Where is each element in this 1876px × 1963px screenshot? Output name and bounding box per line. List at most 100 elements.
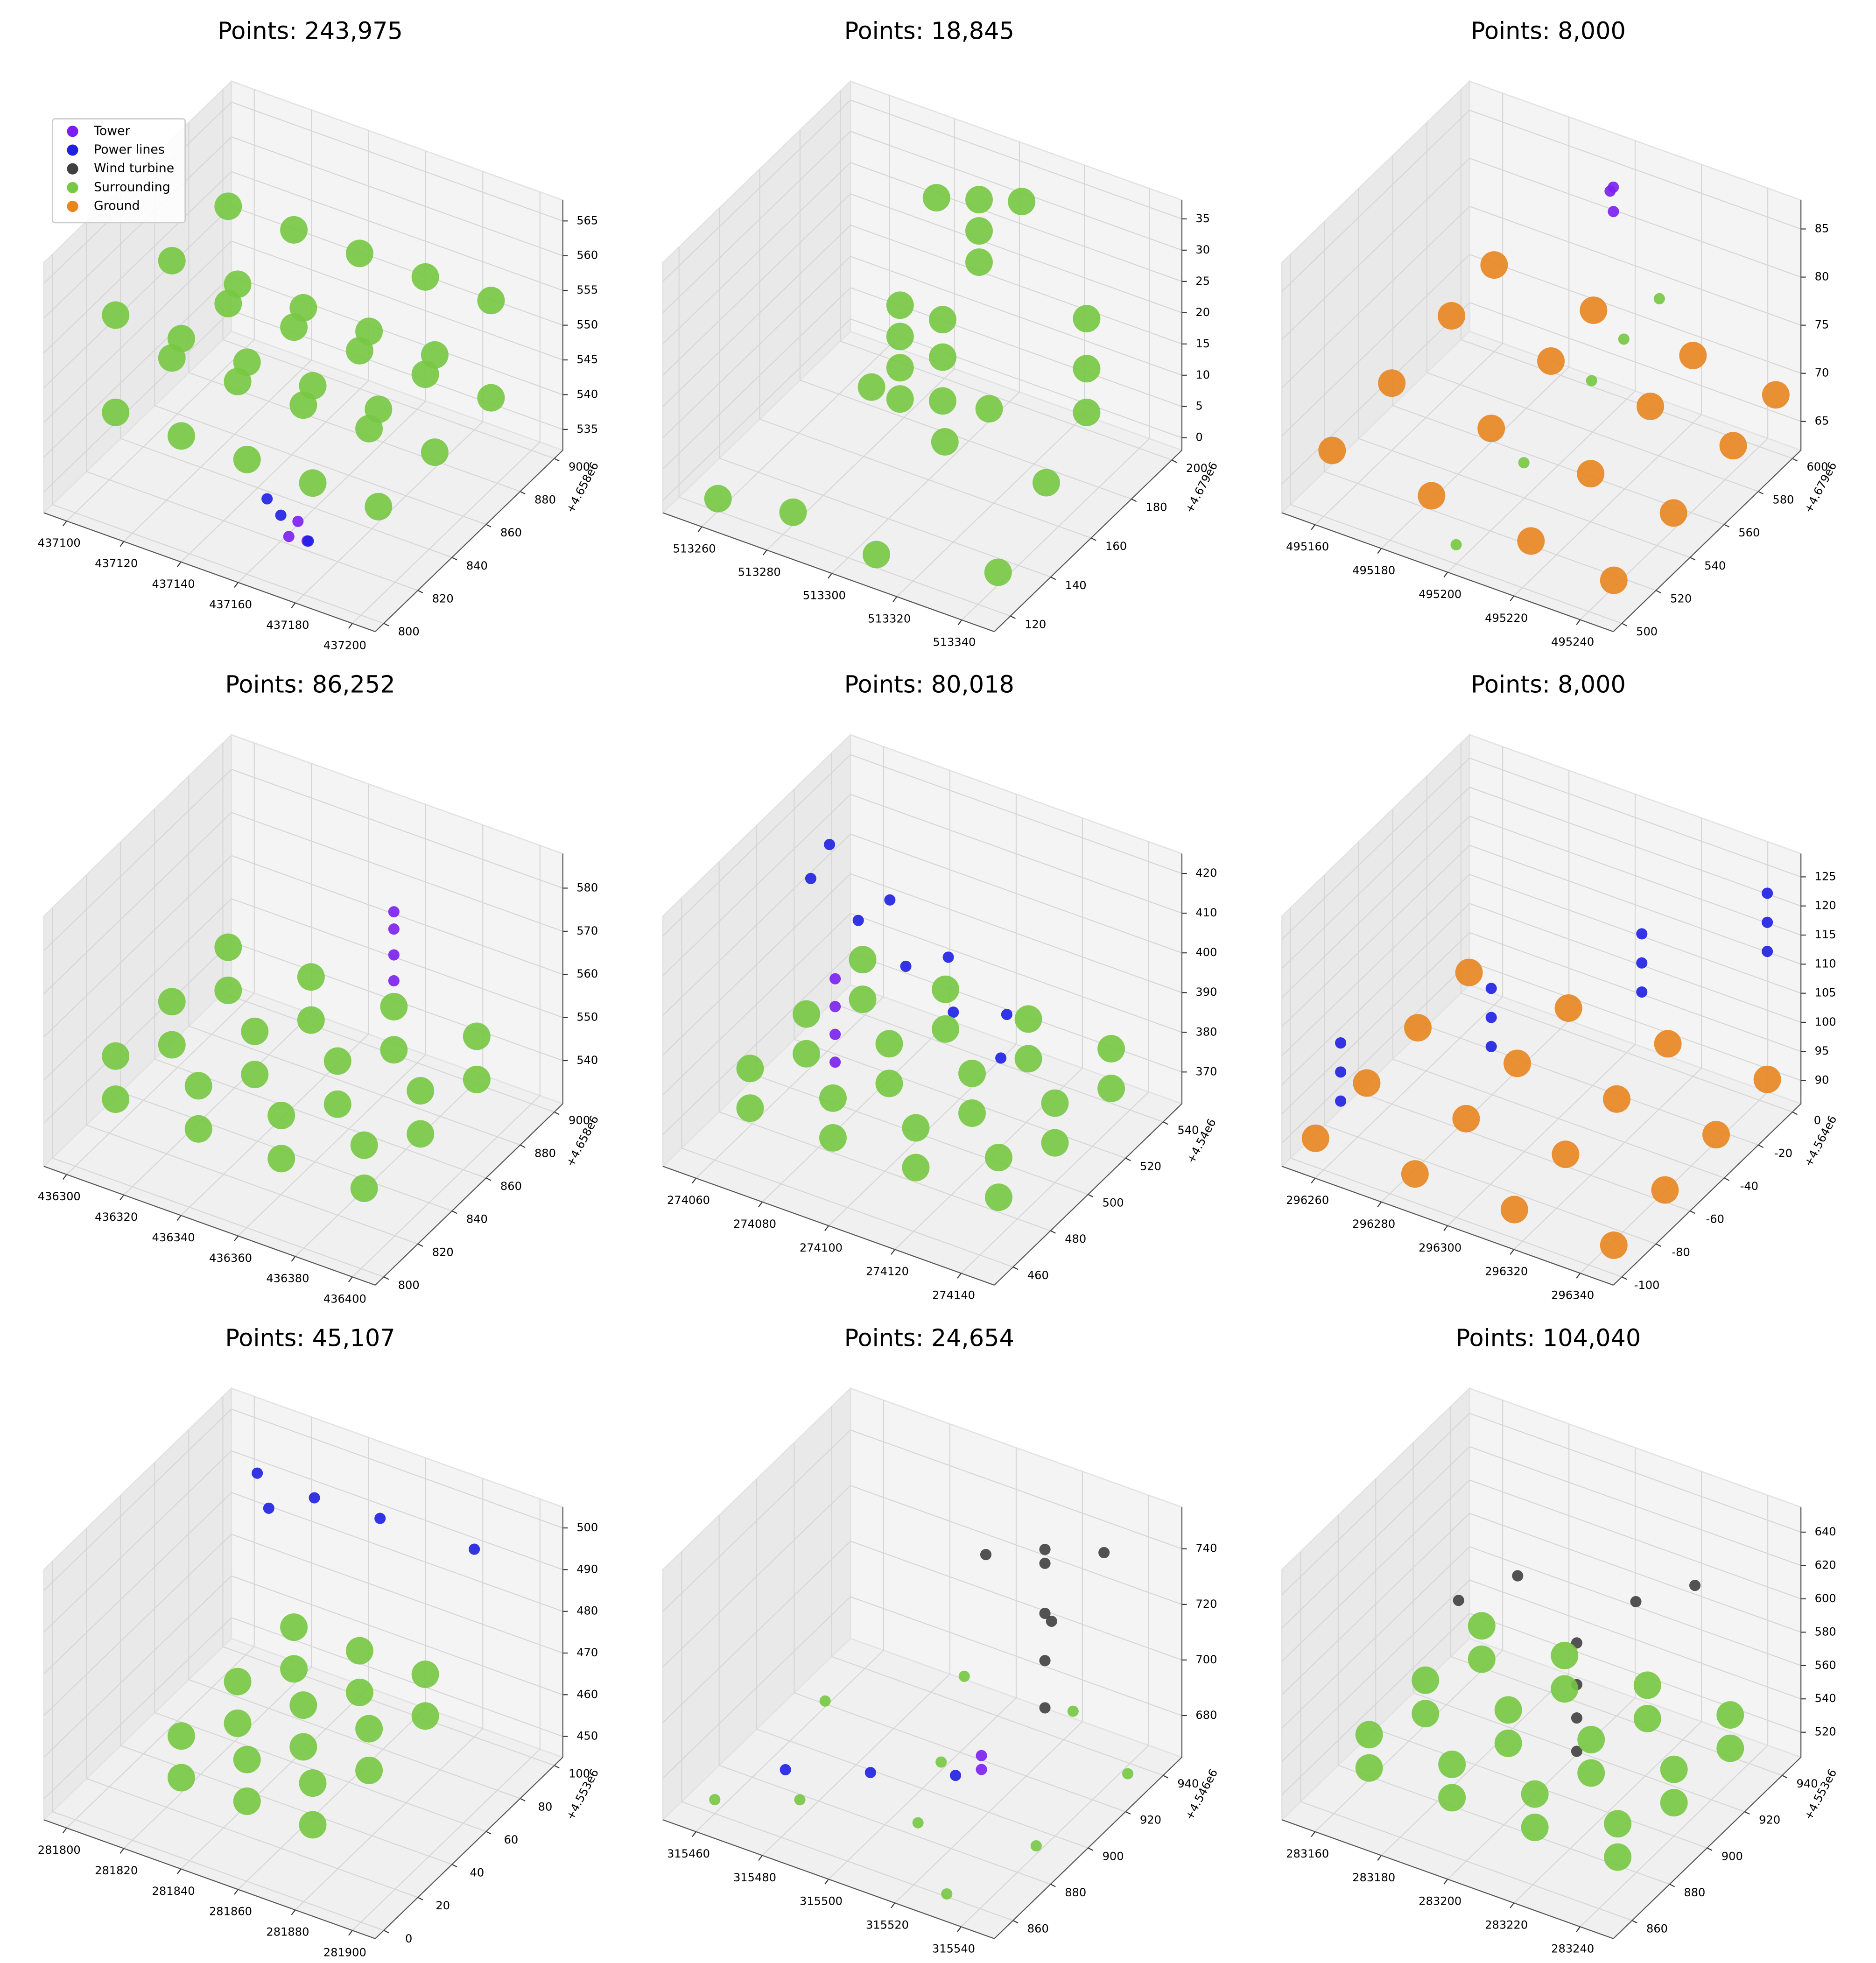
point xyxy=(1679,342,1707,370)
tick-mark xyxy=(520,1798,526,1801)
tick-mark xyxy=(1311,524,1316,530)
point xyxy=(299,1811,327,1839)
y-axis-line xyxy=(375,1103,563,1286)
grid-line xyxy=(1513,414,1702,597)
grid-line xyxy=(1469,961,1801,1081)
point xyxy=(1335,1037,1347,1049)
grid-line xyxy=(1281,961,1470,1144)
grid-line xyxy=(1281,302,1470,485)
grid-line xyxy=(1281,932,1470,1114)
grid-line xyxy=(1469,1446,1801,1566)
point xyxy=(976,1750,987,1761)
point xyxy=(158,1031,186,1059)
z-tick-label: 370 xyxy=(1195,1065,1217,1078)
tick-mark xyxy=(1622,1276,1627,1280)
grid-line xyxy=(231,1450,563,1570)
grid-line xyxy=(1324,471,1656,591)
z-tick-label: 560 xyxy=(1815,1659,1836,1672)
grid-line xyxy=(1281,158,1470,340)
point xyxy=(1378,369,1406,397)
z-tick-label: 90 xyxy=(1815,1074,1829,1087)
point xyxy=(289,1691,317,1719)
grid-line xyxy=(123,359,312,542)
grid-line xyxy=(662,1429,851,1612)
point xyxy=(1653,293,1665,304)
point xyxy=(167,422,195,450)
point xyxy=(1636,928,1648,940)
y-tick-label: 480 xyxy=(1065,1232,1086,1245)
point xyxy=(1301,1124,1329,1152)
grid-line xyxy=(1281,1579,1470,1762)
point xyxy=(1097,1035,1125,1062)
point xyxy=(1477,415,1505,443)
tick-mark xyxy=(1792,1112,1798,1115)
point xyxy=(779,498,807,526)
chart-title: Points: 104,040 xyxy=(1456,1324,1641,1352)
y-tick-label: 160 xyxy=(1105,540,1127,553)
z-tick-label: 480 xyxy=(576,1604,598,1618)
x-tick-label: 296260 xyxy=(1286,1194,1329,1207)
tick-mark xyxy=(697,526,703,532)
chart-title: Points: 243,975 xyxy=(218,18,403,45)
point xyxy=(1580,296,1608,324)
z-tick-label: 560 xyxy=(576,249,598,262)
grid-line xyxy=(43,1576,232,1758)
x-tick-label: 283220 xyxy=(1485,1919,1528,1932)
point xyxy=(709,1794,721,1806)
chart-title: Points: 45,107 xyxy=(225,1324,395,1352)
point xyxy=(1485,1012,1497,1023)
grid-line xyxy=(1281,1546,1470,1729)
tick-mark xyxy=(451,557,457,561)
grid-line xyxy=(1469,254,1801,374)
point xyxy=(1716,1734,1744,1762)
z-tick-label: 410 xyxy=(1195,906,1217,919)
x-tick-label: 436380 xyxy=(266,1272,309,1285)
grid-line xyxy=(180,1687,369,1870)
point xyxy=(1008,188,1036,216)
point xyxy=(167,1764,195,1792)
chart-title: Points: 24,654 xyxy=(844,1324,1014,1352)
point xyxy=(184,1115,212,1143)
tick-mark xyxy=(1510,1249,1515,1255)
point xyxy=(1468,1612,1496,1640)
point xyxy=(388,906,400,918)
point xyxy=(233,1745,261,1773)
point xyxy=(267,1102,295,1129)
tick-mark xyxy=(1443,572,1448,578)
grid-line xyxy=(231,1408,563,1529)
grid-line xyxy=(86,471,418,591)
point xyxy=(1073,355,1101,383)
tick-mark xyxy=(891,1249,895,1255)
legend-marker xyxy=(67,126,78,137)
grid-line xyxy=(120,438,452,558)
grid-line xyxy=(662,318,851,501)
tick-mark xyxy=(451,1864,457,1868)
x-axis-line xyxy=(1281,1819,1614,1939)
tick-mark xyxy=(692,1178,696,1184)
grid-line xyxy=(850,1429,1182,1549)
x-tick-label: 315540 xyxy=(932,1942,975,1956)
point xyxy=(1762,887,1773,899)
point xyxy=(829,973,841,985)
tick-mark xyxy=(1669,1884,1675,1887)
grid-line xyxy=(189,1026,520,1146)
legend-marker xyxy=(67,182,78,193)
x-tick-label: 315460 xyxy=(667,1847,710,1860)
point xyxy=(948,1006,959,1018)
point xyxy=(323,1047,351,1075)
x-tick-label: 513320 xyxy=(868,612,911,625)
z-tick-label: 580 xyxy=(1815,1625,1836,1638)
z-tick-label: 75 xyxy=(1815,318,1829,331)
y-tick-label: 40 xyxy=(470,1866,485,1879)
x-tick-label: 274140 xyxy=(932,1289,975,1302)
grid-line xyxy=(43,812,232,994)
point xyxy=(1521,1814,1549,1842)
z-tick-label: 105 xyxy=(1815,986,1836,999)
point xyxy=(875,1069,903,1098)
point xyxy=(863,541,891,569)
grid-line xyxy=(662,754,851,936)
grid-line xyxy=(681,1801,1013,1921)
point xyxy=(794,1794,806,1806)
x-tick-label: 315480 xyxy=(733,1871,776,1884)
